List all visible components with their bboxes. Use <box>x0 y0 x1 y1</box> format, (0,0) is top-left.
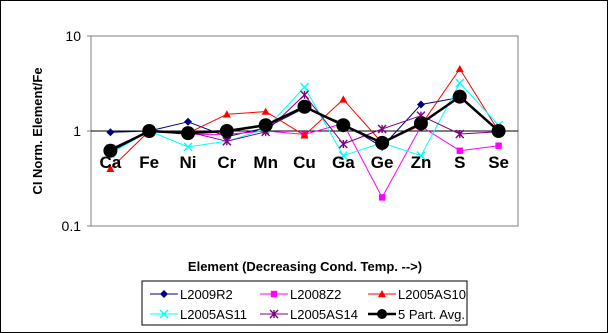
x-axis-ticks: Ca Fe Ni Cr Mn Cu Ga Ge Zn S Se <box>100 153 509 172</box>
x-tick-label-se: Se <box>488 153 509 172</box>
series-5-part-avg <box>103 89 506 158</box>
series-l2005as11-point-ga <box>338 151 348 161</box>
legend-l2009r2: L2009R2 <box>150 287 233 302</box>
series-l2005as14-point-cr <box>222 136 232 146</box>
series-5-part-avg-point-zn <box>413 116 428 131</box>
series-l2005as14-point-s <box>455 129 465 139</box>
x-tick-label-cu: Cu <box>293 153 316 172</box>
series-l2008z2-point-ge <box>378 194 386 201</box>
series-l2009r2-point-ni <box>184 117 193 126</box>
legend-l2005as10-marker <box>378 290 386 298</box>
series-l2005as10-point-ca <box>106 164 115 173</box>
legend-l2005as14-label: L2005AS14 <box>290 307 358 322</box>
x-tick-label-ni: Ni <box>180 153 197 172</box>
x-tick-label-ga: Ga <box>332 153 355 172</box>
x-axis-title: Element (Decreasing Cond. Temp. -->) <box>188 259 422 274</box>
series-l2005as10-point-s <box>455 64 464 73</box>
series-l2005as10-point-cr <box>222 110 231 118</box>
legend-l2005as10-label: L2005AS10 <box>398 287 466 302</box>
legend-5-part-avg-marker <box>377 309 387 319</box>
series-l2005as14-point-cu <box>300 90 309 100</box>
y-axis-ticks: 0.1 1 10 <box>62 28 91 234</box>
series-layer <box>103 64 506 201</box>
legend-l2008z2-marker <box>270 290 278 298</box>
series-l2008z2-point-se <box>495 142 502 149</box>
series-l2005as11-point-ni <box>183 142 193 152</box>
x-tick-label-ge: Ge <box>371 153 394 172</box>
series-l2009r2-point-ca <box>106 128 115 137</box>
legend-l2009r2-marker <box>160 290 168 298</box>
legend-l2005as11-label: L2005AS11 <box>180 307 247 322</box>
legend-5-part-avg: 5 Part. Avg. <box>368 307 465 322</box>
series-5-part-avg-point-s <box>452 89 467 104</box>
legend-l2005as14-marker <box>269 309 279 319</box>
series-5-part-avg-point-ni <box>181 126 196 141</box>
series-5-part-avg-point-cr <box>219 124 234 138</box>
legend-box <box>141 280 468 326</box>
series-l2005as14-point-ga <box>338 139 348 149</box>
series-l2005as10-point-ga <box>339 95 348 103</box>
legend-l2005as14: L2005AS14 <box>260 307 358 322</box>
x-tick-label-mn: Mn <box>253 153 278 172</box>
series-l2005as11-point-cu <box>300 82 309 92</box>
series-l2005as14-point-ge <box>377 124 387 134</box>
x-tick-label-s: S <box>454 153 465 172</box>
legend-l2008z2-label: L2008Z2 <box>290 287 341 302</box>
legend-l2008z2: L2008Z2 <box>260 287 341 302</box>
legend-l2005as10: L2005AS10 <box>368 287 466 302</box>
x-tick-label-cr: Cr <box>217 153 236 172</box>
x-tick-label-zn: Zn <box>411 153 432 172</box>
series-l2005as11-point-s <box>455 78 465 88</box>
y-tick-label-10: 10 <box>65 28 81 44</box>
legend: L2009R2 L2008Z2 L2005AS10 L2005AS11 L2005AS1… <box>150 287 466 322</box>
series-5-part-avg-point-ge <box>375 135 390 150</box>
series-l2009r2-point-zn <box>416 100 425 109</box>
series-l2008z2-point-s <box>456 147 463 154</box>
series-5-part-avg-point-cu <box>297 99 312 114</box>
y-tick-label-1: 1 <box>73 123 81 139</box>
y-tick-label-0.1: 0.1 <box>62 218 82 234</box>
y-axis-title: CI Norm. Element/Fe <box>30 67 45 194</box>
series-5-part-avg-point-se <box>491 124 506 138</box>
legend-l2009r2-label: L2009R2 <box>180 287 233 302</box>
series-5-part-avg-point-mn <box>258 118 273 133</box>
series-5-part-avg-point-ca <box>103 143 118 158</box>
series-5-part-avg-point-ga <box>336 118 351 133</box>
series-5-part-avg-point-fe <box>142 124 157 138</box>
legend-l2005as11: L2005AS11 <box>150 307 247 322</box>
x-tick-label-ca: Ca <box>100 153 122 172</box>
x-tick-label-fe: Fe <box>139 153 159 172</box>
series-l2005as11-point-zn <box>416 151 426 161</box>
legend-5-part-avg-label: 5 Part. Avg. <box>398 307 465 322</box>
legend-l2005as11-marker <box>159 309 169 319</box>
series-l2005as10-point-mn <box>261 107 270 115</box>
series-l2005as10-point-cu <box>300 131 309 139</box>
